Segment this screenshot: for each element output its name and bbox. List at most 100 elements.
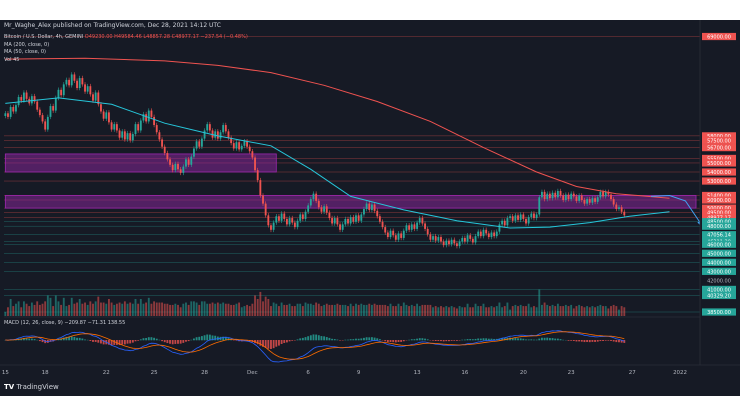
price-label: 49500.00: [707, 211, 731, 217]
volume-bar: [219, 303, 222, 316]
macd-histogram-bar: [556, 338, 559, 341]
candle-body: [280, 213, 283, 221]
tradingview-logo[interactable]: TV TradingView: [4, 383, 59, 391]
volume-bar: [28, 306, 31, 316]
candle-body: [333, 218, 336, 224]
volume-bar: [607, 308, 610, 316]
candle-body: [36, 101, 39, 110]
candle-body: [588, 199, 591, 203]
volume-bar: [591, 306, 594, 316]
volume-legend: Vol 45: [4, 56, 20, 63]
candle-body: [586, 199, 589, 204]
volume-bar: [620, 306, 623, 316]
candle-body: [166, 153, 169, 160]
macd-histogram-bar: [413, 339, 416, 341]
volume-bar: [163, 303, 166, 316]
volume-bar: [62, 297, 65, 316]
candle-body: [533, 213, 535, 219]
volume-bar: [94, 301, 97, 316]
candle-body: [115, 124, 118, 131]
price-label-box: [702, 144, 736, 152]
volume-bar: [142, 303, 145, 316]
candle-body: [174, 163, 177, 171]
price-chart[interactable]: 69000.0058000.0057500.0056700.0055500.00…: [0, 20, 740, 396]
macd-histogram-bar: [275, 340, 278, 347]
volume-bar: [442, 307, 445, 316]
candle-body: [416, 222, 419, 229]
candle-body: [248, 146, 251, 152]
volume-bar: [376, 304, 379, 316]
candle-body: [373, 204, 376, 211]
macd-histogram-bar: [432, 340, 434, 341]
candle-body: [187, 159, 190, 165]
candle-body: [440, 237, 442, 242]
volume-bar: [432, 307, 434, 316]
volume-bar: [410, 304, 413, 316]
macd-histogram-bar: [418, 338, 421, 341]
price-label-box: [702, 249, 736, 257]
macd-histogram-bar: [38, 340, 41, 342]
candle-body: [222, 125, 225, 133]
volume-bar: [256, 299, 259, 316]
volume-bar: [418, 306, 421, 316]
candle-body: [434, 236, 437, 241]
macd-histogram-bar: [376, 338, 379, 341]
macd-histogram-bar: [352, 339, 355, 341]
candle-body: [490, 232, 493, 238]
candle-body: [97, 92, 100, 105]
volume-bar: [139, 299, 142, 316]
volume-bar: [535, 307, 538, 316]
macd-histogram-bar: [485, 338, 488, 341]
time-tick-label: 9: [357, 370, 361, 376]
volume-bar: [352, 306, 355, 316]
candle-body: [591, 198, 594, 203]
volume-bar: [562, 306, 565, 316]
volume-bar: [405, 304, 408, 316]
macd-histogram-bar: [179, 340, 182, 344]
candle-body: [610, 194, 612, 200]
candle-body: [304, 211, 307, 219]
price-label-box: [702, 222, 736, 230]
macd-histogram-bar: [607, 340, 610, 341]
volume-bar: [450, 306, 453, 316]
candle-body: [408, 225, 411, 230]
macd-histogram-bar: [357, 338, 360, 341]
candle-body: [599, 191, 602, 198]
volume-bar: [501, 307, 504, 316]
candle-body: [52, 106, 55, 111]
candle-body: [602, 191, 604, 197]
time-tick-label: 15: [2, 370, 9, 376]
time-tick-label: 2022: [673, 370, 687, 376]
candle-body: [272, 222, 275, 230]
volume-bar: [299, 303, 302, 316]
candle-body: [466, 235, 469, 242]
candle-body: [485, 229, 488, 234]
volume-bar: [52, 306, 55, 316]
volume-bar: [227, 303, 230, 316]
candle-body: [339, 224, 341, 230]
macd-histogram-bar: [235, 340, 238, 341]
macd-histogram-bar: [440, 340, 442, 342]
volume-bar: [97, 296, 100, 316]
candle-body: [405, 225, 408, 231]
candle-body: [479, 231, 482, 237]
candle-body: [559, 190, 562, 196]
candle-body: [238, 142, 241, 150]
projection-arrow-line: [650, 194, 702, 225]
macd-histogram-bar: [424, 338, 426, 341]
macd-histogram-bar: [514, 337, 517, 341]
time-tick-label: 23: [568, 370, 575, 376]
volume-bar: [594, 307, 596, 316]
macd-histogram-bar: [142, 338, 145, 341]
macd-histogram-bar: [477, 338, 480, 341]
candle-body: [349, 217, 352, 224]
candle-body: [517, 215, 519, 220]
volume-bar: [416, 303, 419, 316]
candle-body: [461, 237, 464, 242]
macd-histogram-bar: [360, 338, 363, 341]
macd-histogram-bar: [392, 340, 395, 343]
macd-histogram-bar: [604, 340, 607, 341]
macd-histogram-bar: [320, 336, 323, 341]
volume-bar: [588, 307, 591, 316]
macd-histogram-bar: [68, 337, 71, 341]
